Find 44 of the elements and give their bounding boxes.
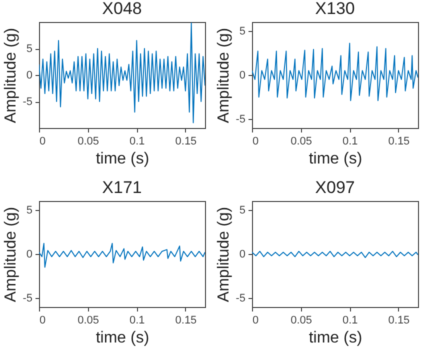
y-tick-label: 0 — [26, 248, 32, 260]
y-axis-title: Amplitude (g) — [216, 28, 233, 124]
x-tick-label: 0.1 — [342, 314, 358, 326]
y-axis-title: Amplitude (g) — [2, 206, 20, 302]
x-tick-label: 0.1 — [342, 136, 358, 148]
chart-title: X048 — [102, 0, 142, 18]
x-tick-label: 0.1 — [130, 136, 145, 148]
line-series — [252, 250, 418, 258]
y-tick-label: 0 — [239, 248, 246, 260]
x-tick-label: 0 — [252, 136, 259, 148]
x-tick-label: 0.05 — [290, 314, 312, 326]
x-axis-title: time (s) — [96, 330, 150, 346]
x-axis-title: time (s) — [96, 150, 150, 168]
x-tick-label: 0 — [40, 314, 46, 326]
y-tick-label: -5 — [22, 96, 32, 108]
y-tick-label: -5 — [236, 292, 246, 305]
y-axis-title: Amplitude (g) — [216, 206, 233, 302]
x-axis-title: time (s) — [308, 150, 362, 168]
x-tick-label: 0 — [252, 314, 259, 326]
y-tick-label: 5 — [239, 25, 246, 38]
y-axis-title: Amplitude (g) — [2, 28, 20, 124]
x-tick-label: 0.15 — [388, 136, 410, 148]
x-tick-label: 0 — [40, 136, 46, 148]
chart-title: X097 — [315, 178, 355, 197]
x-axis-title: time (s) — [308, 330, 362, 346]
y-tick-label: 5 — [239, 204, 246, 216]
line-series — [252, 42, 418, 102]
chart-title: X130 — [315, 0, 355, 18]
x-tick-label: 0.1 — [130, 314, 145, 326]
y-tick-label: -5 — [22, 292, 32, 305]
y-tick-label: 0 — [26, 70, 32, 82]
x-tick-label: 0.05 — [290, 136, 312, 148]
y-tick-label: -5 — [236, 114, 246, 126]
x-tick-label: 0.05 — [78, 136, 100, 148]
y-tick-label: 5 — [26, 43, 32, 55]
line-series — [39, 22, 205, 124]
x-tick-label: 0.05 — [78, 314, 100, 326]
y-tick-label: 5 — [26, 204, 32, 216]
line-series — [39, 242, 205, 268]
x-tick-label: 0.15 — [175, 314, 197, 326]
x-tick-label: 0.15 — [388, 314, 410, 326]
y-tick-label: 0 — [239, 70, 246, 82]
x-tick-label: 0.15 — [175, 136, 197, 148]
chart-title: X171 — [102, 178, 142, 197]
